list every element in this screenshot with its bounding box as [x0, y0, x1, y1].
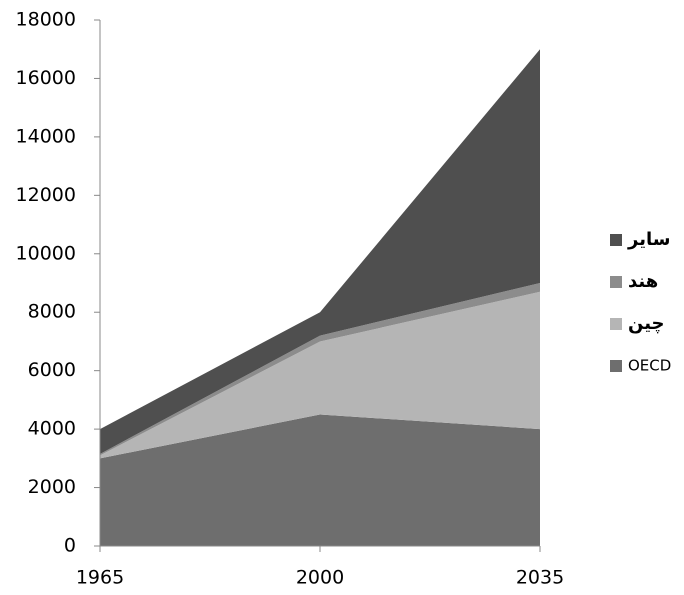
x-tick-label: 1965 [76, 567, 124, 589]
y-tick-label: 18000 [16, 9, 76, 31]
y-tick-label: 0 [64, 535, 76, 557]
legend-label: OECD [628, 357, 671, 375]
y-tick-label: 4000 [28, 418, 76, 440]
chart: 0 2000 4000 6000 8000 10000 12000 14000 16000 180… [0, 0, 684, 591]
y-tick-label: 14000 [16, 125, 76, 147]
legend-label: هند [628, 271, 658, 292]
legend-swatch [610, 234, 622, 246]
legend-swatch [610, 276, 622, 288]
legend-swatch [610, 360, 622, 372]
y-tick-label: 6000 [28, 359, 76, 381]
y-tick-label: 12000 [16, 184, 76, 206]
legend-swatch [610, 318, 622, 330]
legend-label: سایر [627, 229, 670, 250]
x-tick-label: 2035 [516, 567, 564, 589]
legend-label: چین [628, 313, 665, 334]
x-tick-label: 2000 [296, 567, 344, 589]
y-tick-label: 2000 [28, 476, 76, 498]
y-tick-label: 10000 [16, 242, 76, 264]
y-tick-label: 8000 [28, 301, 76, 323]
y-tick-label: 16000 [16, 67, 76, 89]
